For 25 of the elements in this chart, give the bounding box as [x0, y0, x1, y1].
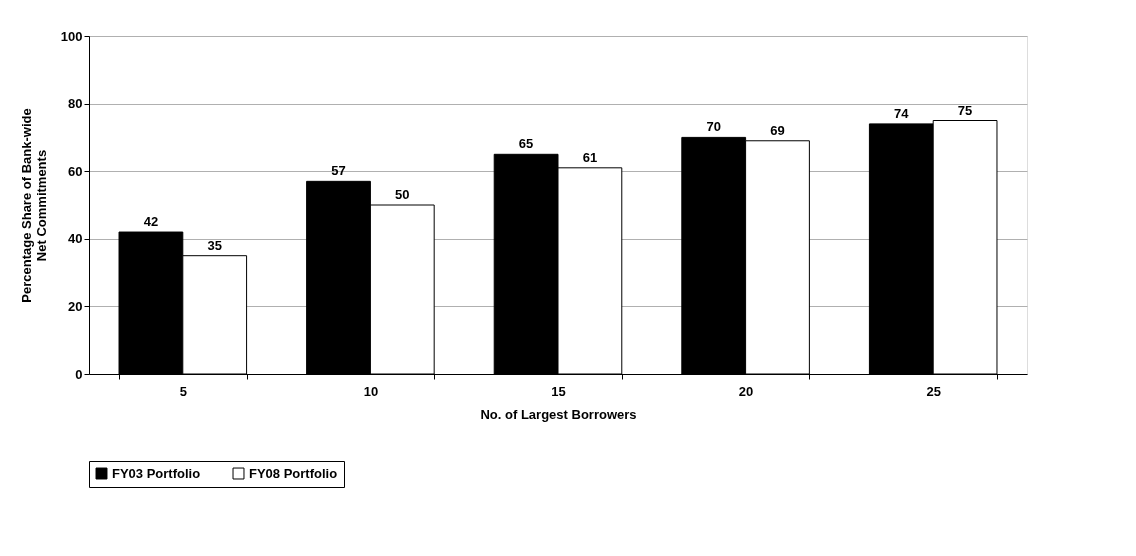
y-tick-label: 60: [68, 163, 83, 179]
data-label: 74: [894, 105, 910, 121]
x-tick-label: 10: [363, 383, 379, 399]
legend-label: FY08 Portfolio: [249, 465, 338, 481]
x-tick-label: 20: [738, 383, 754, 399]
y-tick-label: 0: [75, 366, 83, 382]
x-tick-label: 15: [551, 383, 566, 399]
data-label: 35: [207, 237, 222, 253]
x-tick-label: 25: [926, 383, 941, 399]
data-label: 50: [395, 187, 410, 202]
data-label: 69: [770, 122, 785, 138]
data-label: 42: [143, 214, 159, 230]
y-tick-label: 100: [60, 28, 83, 44]
data-label: 75: [957, 102, 973, 118]
data-label: 65: [518, 136, 534, 152]
y-tick-label: 20: [68, 298, 83, 314]
x-tick-label: 5: [179, 383, 187, 399]
legend-label: FY03 Portfolio: [112, 465, 201, 481]
x-axis-title: No. of Largest Borrowers: [480, 406, 637, 422]
y-tick-label: 40: [68, 231, 83, 247]
data-label: 57: [331, 163, 346, 179]
data-label: 61: [582, 149, 598, 165]
data-label: 70: [706, 119, 721, 135]
y-tick-label: 80: [68, 96, 83, 112]
y-axis-title: Percentage Share of Bank-wide Net Commitments: [18, 108, 49, 303]
